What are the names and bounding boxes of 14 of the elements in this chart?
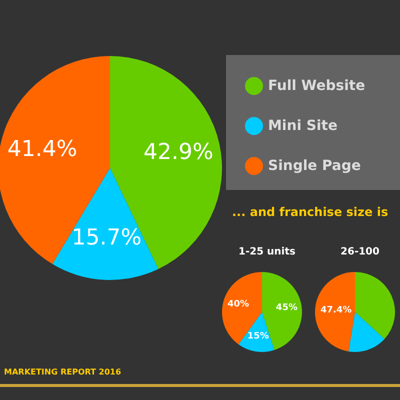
legend-label: Mini Site [268, 118, 338, 134]
data-label: 41.4% [7, 136, 78, 162]
data-label: 47.4% [320, 305, 352, 316]
data-label: 40% [227, 299, 249, 310]
legend-label: Full Website [268, 78, 366, 94]
legend-label: Single Page [268, 158, 361, 174]
data-label: 15.7% [72, 226, 142, 251]
data-label: 42.9% [144, 140, 214, 165]
text: ... and franchise size is [232, 205, 388, 219]
chart-title: 1-25 units [238, 246, 296, 258]
chart-title: 26-100 [340, 246, 380, 258]
data-label: 45% [276, 303, 298, 314]
data-label: 15% [247, 332, 269, 342]
text: MARKETING REPORT 2016 [4, 368, 122, 376]
